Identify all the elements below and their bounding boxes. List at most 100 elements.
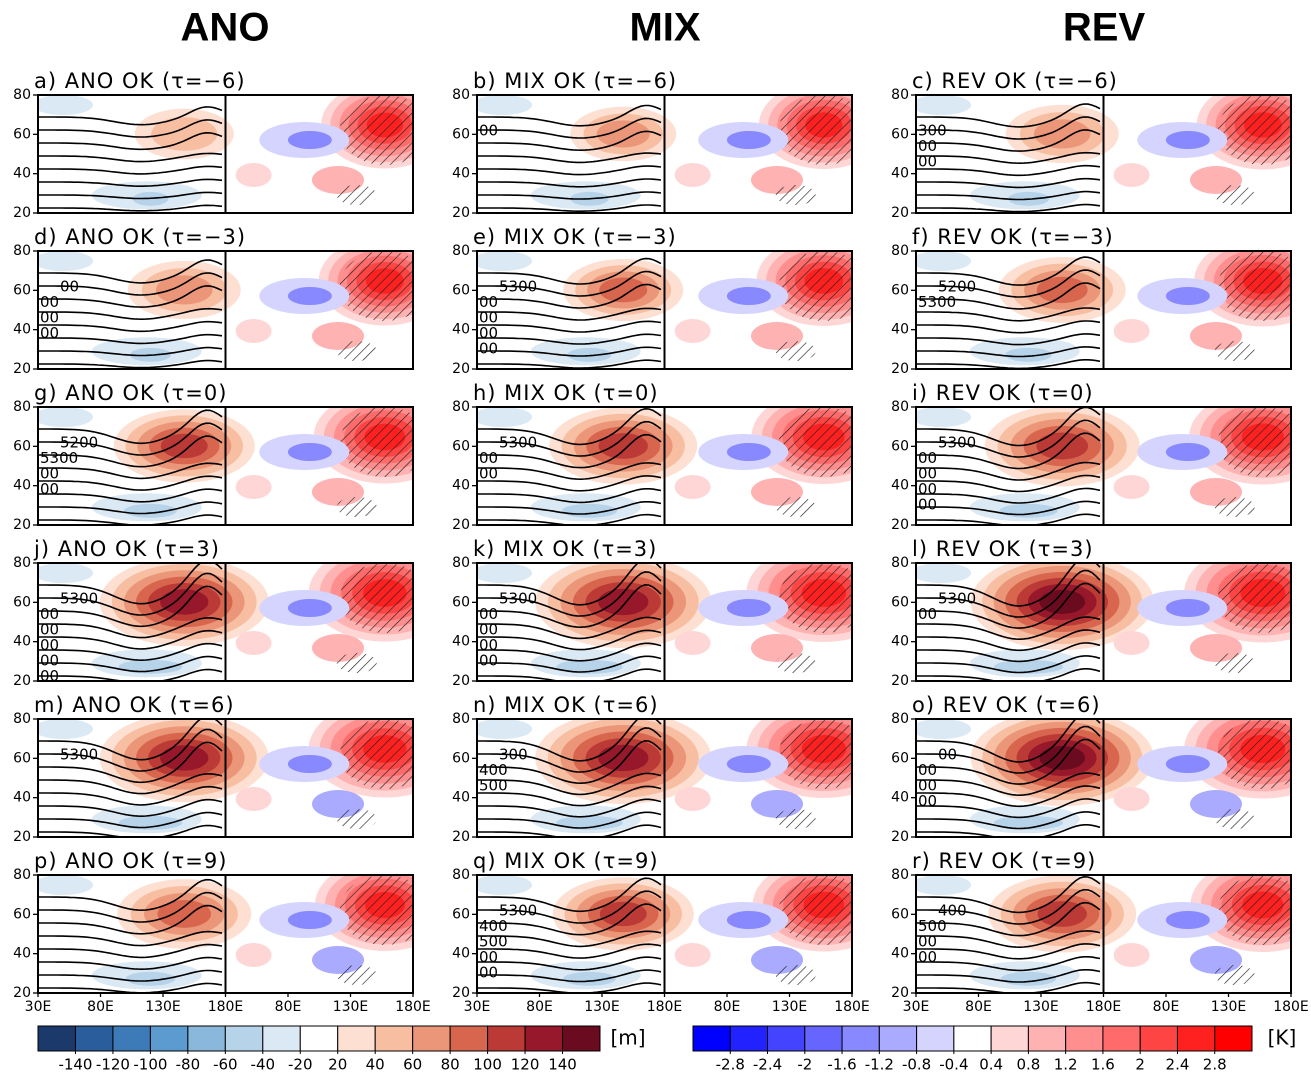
y-tick-label: 40 — [452, 166, 470, 182]
contour-line — [477, 668, 662, 681]
colorbar-tick-label: -2.8 — [716, 1056, 745, 1074]
contour-label: 5300 — [60, 746, 98, 764]
temperature-anomaly — [1113, 787, 1150, 811]
panel-label: e) MIX OK (τ=−3) — [473, 225, 677, 249]
panel-label: a) ANO OK (τ=−6) — [34, 69, 246, 93]
panel-label: j) ANO OK (τ=3) — [33, 537, 220, 561]
hatching — [775, 653, 816, 673]
y-tick-label: 80 — [452, 711, 470, 727]
y-tick-label: 20 — [452, 985, 470, 1001]
temperature-anomaly — [726, 911, 771, 929]
temperature-anomaly — [287, 755, 332, 773]
y-tick-label: 40 — [891, 790, 909, 806]
contour-line — [916, 738, 1101, 785]
contour-line — [477, 307, 662, 321]
height-anomaly — [993, 815, 1064, 830]
contour-line — [477, 346, 662, 357]
contour-line — [916, 487, 1101, 504]
panel-label: q) MIX OK (τ=9) — [473, 849, 659, 873]
temperature-anomaly — [235, 943, 272, 967]
colorbar-swatch — [412, 1025, 451, 1052]
y-tick-label: 60 — [452, 594, 470, 610]
contour-label: 5200 — [60, 434, 98, 452]
panel-label: r) REV OK (τ=9) — [912, 849, 1096, 873]
contour-line — [477, 739, 662, 785]
contour-label: 00 — [479, 465, 498, 483]
contour-line — [38, 409, 223, 445]
hatching — [775, 341, 816, 361]
contour-label: 5300 — [918, 293, 956, 311]
x-tick-label: 30E — [464, 999, 491, 1015]
y-tick-label: 20 — [891, 673, 909, 689]
panel-label: l) REV OK (τ=3) — [912, 537, 1094, 561]
contour-label: 00 — [918, 948, 937, 966]
height-anomaly — [125, 971, 176, 986]
contour-line — [38, 642, 223, 662]
colorbar-swatch — [878, 1025, 918, 1052]
y-tick-label: 40 — [13, 790, 31, 806]
hatching — [1217, 719, 1291, 789]
hatching — [1214, 341, 1255, 361]
contour-label: 5300 — [40, 449, 78, 467]
y-tick-label: 80 — [452, 555, 470, 571]
colorbar-swatch — [149, 1025, 189, 1052]
contour-line — [477, 270, 662, 297]
contour-label: 00 — [40, 480, 59, 498]
hatching — [778, 251, 852, 321]
x-tick-label: 130E — [1211, 999, 1247, 1015]
x-tick-label: 180E — [1273, 999, 1309, 1015]
contour-line — [38, 259, 223, 284]
colorbar-tick-label: -60 — [213, 1056, 238, 1074]
contour-line — [38, 824, 223, 837]
height-anomaly — [38, 95, 93, 115]
temperature-anomaly — [1165, 443, 1210, 461]
contour-line — [916, 419, 1101, 458]
contour-line — [916, 346, 1101, 358]
contour-line — [916, 569, 1101, 618]
panel — [38, 407, 413, 525]
contour-label: 400 — [479, 917, 508, 935]
x-tick-label: 130E — [772, 999, 808, 1015]
colorbar-tick-label: 2.8 — [1203, 1056, 1227, 1074]
contour-line — [38, 891, 223, 923]
colorbar-tick-label: -120 — [96, 1056, 130, 1074]
hatching — [1217, 95, 1291, 165]
x-tick-label: 80E — [714, 999, 741, 1015]
colorbar-tick-label: -1.6 — [827, 1056, 856, 1074]
contour-line — [477, 359, 662, 369]
panel-label: p) ANO OK (τ=9) — [34, 849, 227, 873]
contour-line — [38, 798, 223, 818]
colorbar-tick-label: 120 — [511, 1056, 540, 1074]
height-anomaly — [477, 407, 532, 427]
temperature-anomaly — [287, 131, 332, 149]
colorbar-swatch — [112, 1025, 151, 1052]
height-anomaly — [598, 744, 649, 772]
y-tick-label: 40 — [452, 946, 470, 962]
height-anomaly — [993, 659, 1064, 674]
contour-line — [38, 131, 223, 151]
height-anomaly — [38, 719, 93, 739]
panel — [916, 875, 1291, 993]
height-anomaly — [124, 503, 177, 518]
contour-line — [477, 642, 662, 662]
contour-line — [477, 811, 662, 829]
y-tick-label: 80 — [13, 867, 31, 883]
panel-label: c) REV OK (τ=−6) — [912, 69, 1118, 93]
panel — [38, 875, 413, 993]
contour-line — [477, 320, 662, 333]
contour-label: 500 — [918, 917, 947, 935]
contour-line — [38, 930, 223, 947]
temperature-anomaly — [235, 631, 272, 655]
contour-line — [477, 433, 662, 469]
contour-label: 5300 — [938, 434, 976, 452]
y-tick-label: 60 — [891, 282, 909, 298]
contour-line — [916, 629, 1101, 652]
panel-label: o) REV OK (τ=6) — [912, 693, 1101, 717]
contour-line — [916, 164, 1101, 177]
y-tick-label: 80 — [13, 87, 31, 103]
contour-line — [477, 513, 662, 525]
x-tick-label: 130E — [584, 999, 620, 1015]
contour-line — [916, 888, 1101, 925]
colorbar-unit: [m] — [610, 1026, 645, 1050]
